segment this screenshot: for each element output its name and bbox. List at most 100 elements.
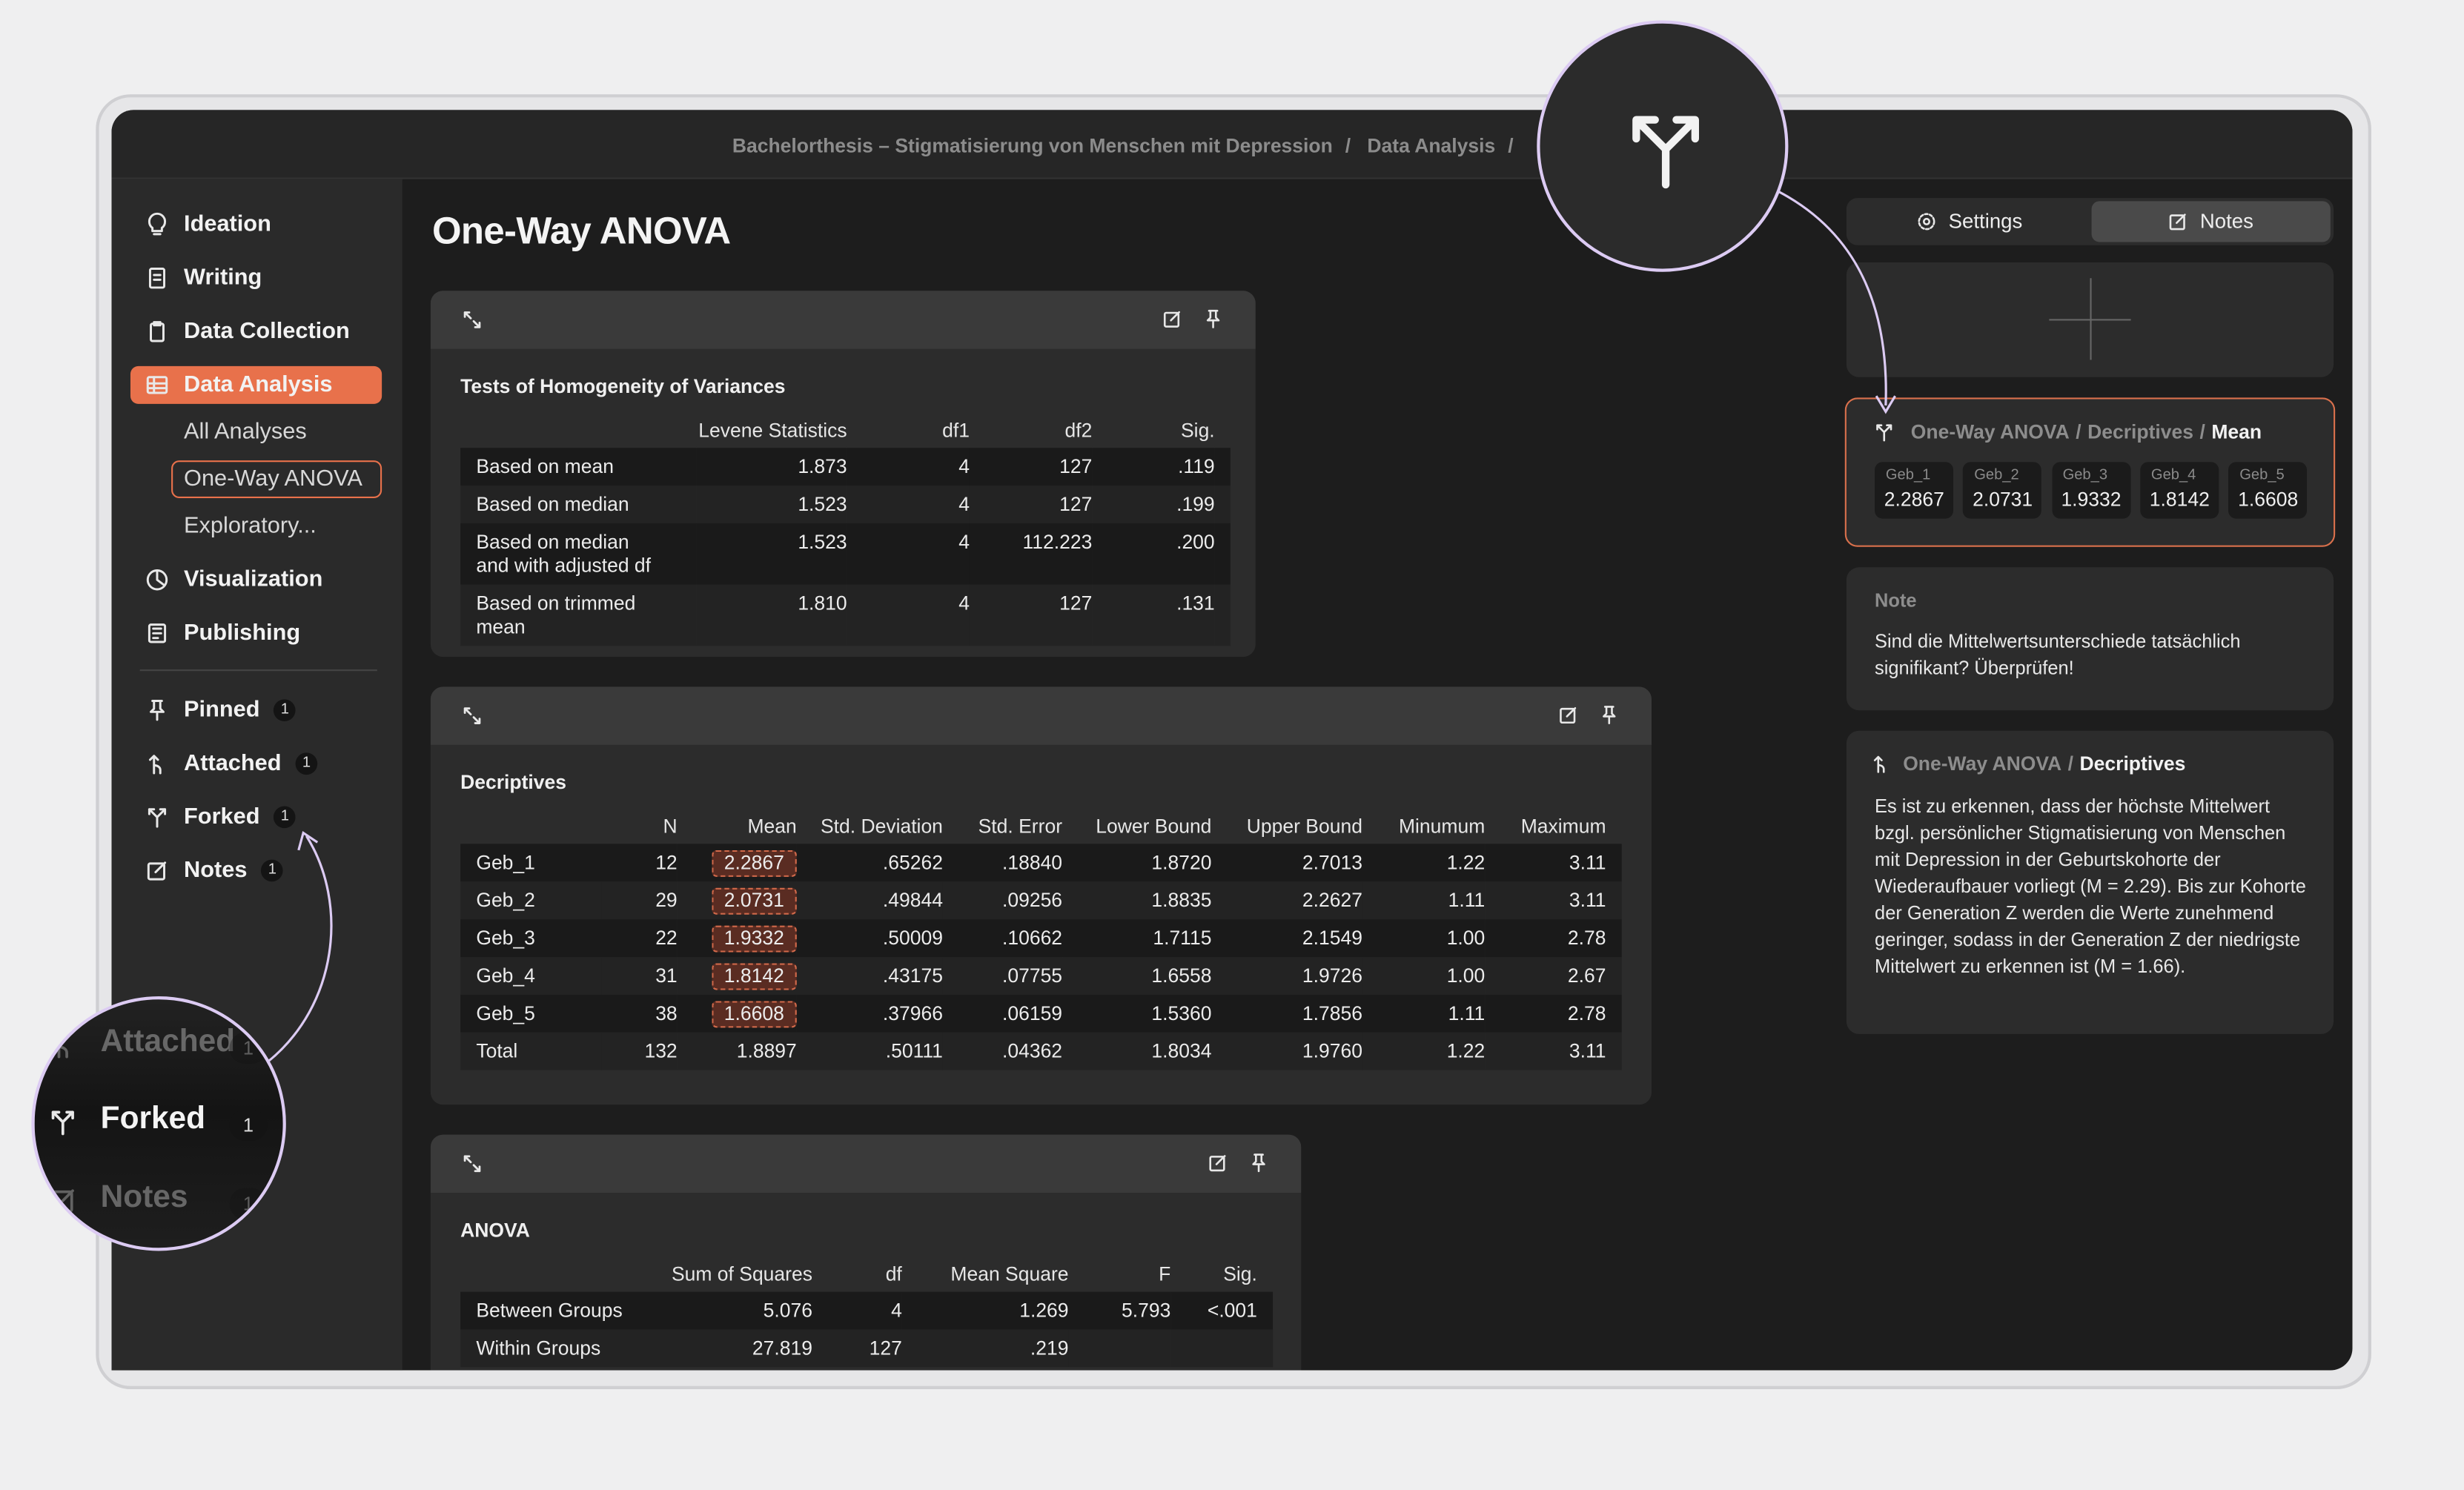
- active-sub-outline: [171, 460, 382, 499]
- table-cell: [1170, 1329, 1257, 1368]
- nav-item[interactable]: Visualization: [184, 567, 323, 593]
- tool-item[interactable]: Attached: [184, 751, 282, 777]
- icon: [148, 623, 167, 643]
- highlighted-value: 1.8142: [711, 963, 797, 990]
- pin-button[interactable]: [1598, 704, 1620, 734]
- pin-button[interactable]: [1202, 308, 1225, 338]
- add-note-button[interactable]: [1846, 262, 2334, 377]
- page-title: One-Way ANOVA: [431, 211, 731, 254]
- tab[interactable]: Settings: [1948, 208, 2023, 233]
- table-row: Geb_4 31 1.8142.43175.07755 1.6558 1.9726 1.0…: [460, 957, 1622, 995]
- attached-card: One-Way ANOVA / Decriptives Es ist zu erken…: [1846, 730, 2334, 1034]
- table-cell: .50111: [796, 1032, 943, 1070]
- value-chip: Geb_3 1.9332: [2051, 462, 2130, 519]
- path-separator: /: [2067, 752, 2074, 775]
- zoom-label: Attached: [100, 1024, 236, 1059]
- header-row: N Mean Std. Deviation Std. Error Lower Bound…: [460, 809, 1622, 844]
- row-label: Geb_1: [460, 844, 602, 882]
- breadcrumb-item: Data Analysis: [1367, 135, 1496, 157]
- nav-item[interactable]: Data Analysis: [184, 372, 333, 398]
- chip-value: 1.8142: [2149, 489, 2210, 511]
- value-chip: Geb_1 2.2867: [1875, 462, 1954, 519]
- data-table: Levene Statistics df1 df2 Sig. Based on mean…: [460, 414, 1231, 646]
- tool-item[interactable]: Pinned: [184, 698, 260, 724]
- zoom-icon: [47, 1030, 79, 1069]
- tool-icon: [145, 698, 170, 723]
- table-cell: 1.22: [1362, 1032, 1486, 1070]
- tool-item[interactable]: Notes: [184, 858, 248, 884]
- column-header: df: [885, 1263, 902, 1286]
- table-row: Based on trimmed mean 1.810 4 127.131: [460, 584, 1231, 646]
- icon: [1560, 706, 1577, 724]
- row-label: Total: [460, 1032, 602, 1070]
- pin-button[interactable]: [1248, 1152, 1270, 1182]
- zoom-circle: Attached 1 Forked 1 Notes 1: [31, 996, 286, 1251]
- column-header: Std. Error: [978, 815, 1063, 838]
- nav-item[interactable]: Writing: [184, 265, 262, 291]
- nav-icon: [145, 265, 170, 291]
- icon: [53, 1033, 68, 1059]
- header-cell: [460, 809, 602, 844]
- expand-button[interactable]: [460, 308, 484, 340]
- icon: [1206, 309, 1220, 328]
- count-badge: 1: [295, 752, 318, 775]
- table-cell: .37966: [796, 994, 943, 1033]
- column-header: Mean: [747, 815, 797, 838]
- table-cell: .131: [1092, 584, 1215, 646]
- table-cell: 27.819: [649, 1329, 812, 1368]
- icon: [146, 569, 168, 591]
- card-header: [430, 291, 1256, 349]
- sub-nav-item[interactable]: One-Way ANOVA: [184, 466, 362, 492]
- table-cell: 2.78: [1485, 994, 1606, 1033]
- tool-icon: [145, 804, 170, 830]
- edit-button[interactable]: [1557, 704, 1580, 734]
- table-cell: 2.1549: [1211, 919, 1362, 958]
- table-cell: .199: [1092, 486, 1215, 523]
- nav-item[interactable]: Ideation: [184, 212, 271, 238]
- value-chip: Geb_5 1.6608: [2228, 462, 2308, 519]
- tab[interactable]: Notes: [2199, 208, 2253, 233]
- expand-button[interactable]: [460, 704, 484, 735]
- column-header: df1: [942, 420, 970, 442]
- nav-icon: [145, 319, 170, 344]
- table-title: Decriptives: [460, 771, 567, 794]
- icon: [150, 699, 165, 721]
- expand-button[interactable]: [460, 1152, 484, 1183]
- path-separator: /: [2076, 421, 2082, 443]
- count-badge: 1: [274, 699, 297, 722]
- table-cell: [1214, 584, 1231, 646]
- sub-nav-item[interactable]: All Analyses: [184, 420, 307, 445]
- nav-icon: [145, 567, 170, 592]
- table-cell: .119: [1092, 448, 1215, 486]
- icon: [148, 755, 162, 775]
- table-cell: 1.11: [1362, 994, 1486, 1033]
- note-card: Note Sind die Mittelwertsunterschiede tat…: [1846, 567, 2334, 711]
- icon: [1252, 1153, 1265, 1173]
- table-cell: 1.523: [696, 523, 847, 585]
- nav-item[interactable]: Data Collection: [184, 319, 350, 345]
- zoom-icon: [47, 1106, 79, 1145]
- edit-button[interactable]: [1162, 308, 1184, 338]
- attached-path: One-Way ANOVA / Decriptives: [1903, 752, 2185, 775]
- table-cell: 1.22: [1362, 844, 1486, 882]
- attached-text: Es ist zu erkennen, dass der höchste Mit…: [1875, 795, 2306, 978]
- row-label: Based on median: [460, 486, 697, 523]
- nav-item[interactable]: Publishing: [184, 620, 301, 646]
- table-row: Geb_2 29 2.0731.49844.09256 1.8835 2.2627 1.1…: [460, 881, 1622, 920]
- table-cell: 127: [969, 486, 1093, 523]
- tool-item[interactable]: Forked: [184, 804, 260, 830]
- sub-nav-item[interactable]: Exploratory...: [184, 514, 317, 540]
- note-title: Note: [1875, 589, 1917, 612]
- header-cell: [460, 414, 696, 448]
- row-label: Geb_2: [460, 881, 602, 920]
- column-header: Sig.: [1223, 1263, 1257, 1286]
- path-item: One-Way ANOVA: [1910, 421, 2070, 443]
- plus-v: [2090, 278, 2092, 360]
- row-label: Geb_4: [460, 957, 602, 995]
- edit-button[interactable]: [1207, 1152, 1229, 1182]
- zoom-label: Forked: [100, 1102, 206, 1136]
- highlighted-value: 2.0731: [711, 887, 797, 915]
- table-cell: [1606, 957, 1622, 995]
- row-label: Geb_3: [460, 919, 602, 958]
- table-cell: 2.0731: [677, 881, 797, 920]
